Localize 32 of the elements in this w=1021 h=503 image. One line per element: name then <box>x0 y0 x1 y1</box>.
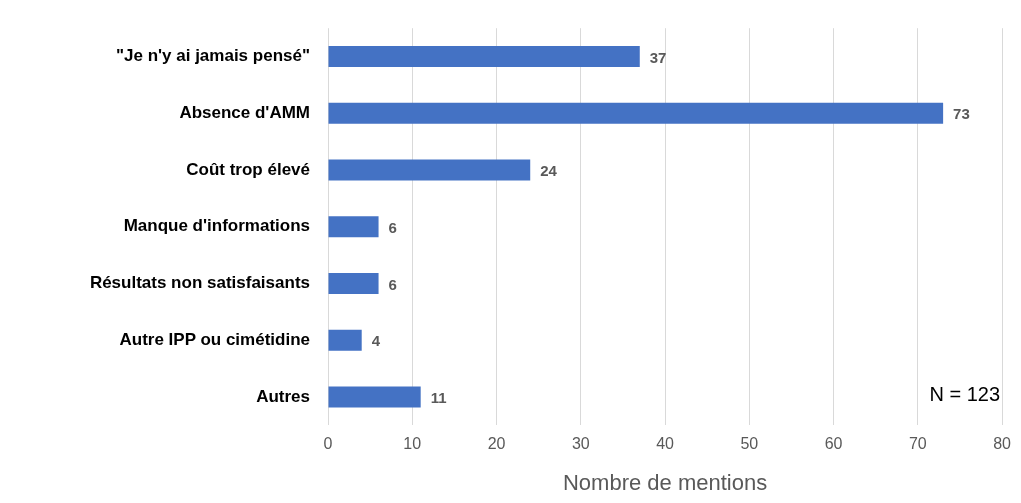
bar <box>328 102 944 124</box>
data-label: 37 <box>649 48 667 66</box>
bar <box>328 329 362 351</box>
bar <box>328 159 531 181</box>
y-tick-label: Coût trop élevé <box>186 159 310 179</box>
x-tick-label: 60 <box>824 435 843 453</box>
data-label: 6 <box>388 218 397 236</box>
y-tick-label: Manque d'informations <box>123 216 310 236</box>
bar <box>328 216 379 238</box>
y-tick-label: Autres <box>256 386 310 406</box>
x-tick-label: 80 <box>993 435 1012 453</box>
x-tick-label: 30 <box>571 435 590 453</box>
x-tick-label: 40 <box>656 435 675 453</box>
data-label: 4 <box>371 332 381 350</box>
x-tick-label: 50 <box>740 435 759 453</box>
data-label: 6 <box>388 275 397 293</box>
data-label: 73 <box>953 105 970 123</box>
bar <box>328 386 421 408</box>
data-label: 24 <box>540 162 558 180</box>
annotation: N = 123 <box>929 382 1001 405</box>
bar <box>328 273 379 295</box>
x-tick-label: 10 <box>403 435 422 453</box>
x-axis-title: Nombre de mentions <box>562 469 768 495</box>
y-tick-label: Autre IPP ou cimétidine <box>119 329 310 349</box>
data-label: 11 <box>430 389 447 407</box>
y-tick-label: Absence d'AMM <box>179 103 310 122</box>
x-tick-label: 20 <box>487 435 506 453</box>
bar <box>328 46 640 68</box>
y-tick-label: Résultats non satisfaisants <box>89 273 310 293</box>
x-tick-label: 0 <box>323 435 333 453</box>
y-tick-label: "Je n'y ai jamais pensé" <box>115 46 310 66</box>
x-tick-label: 70 <box>908 435 927 453</box>
